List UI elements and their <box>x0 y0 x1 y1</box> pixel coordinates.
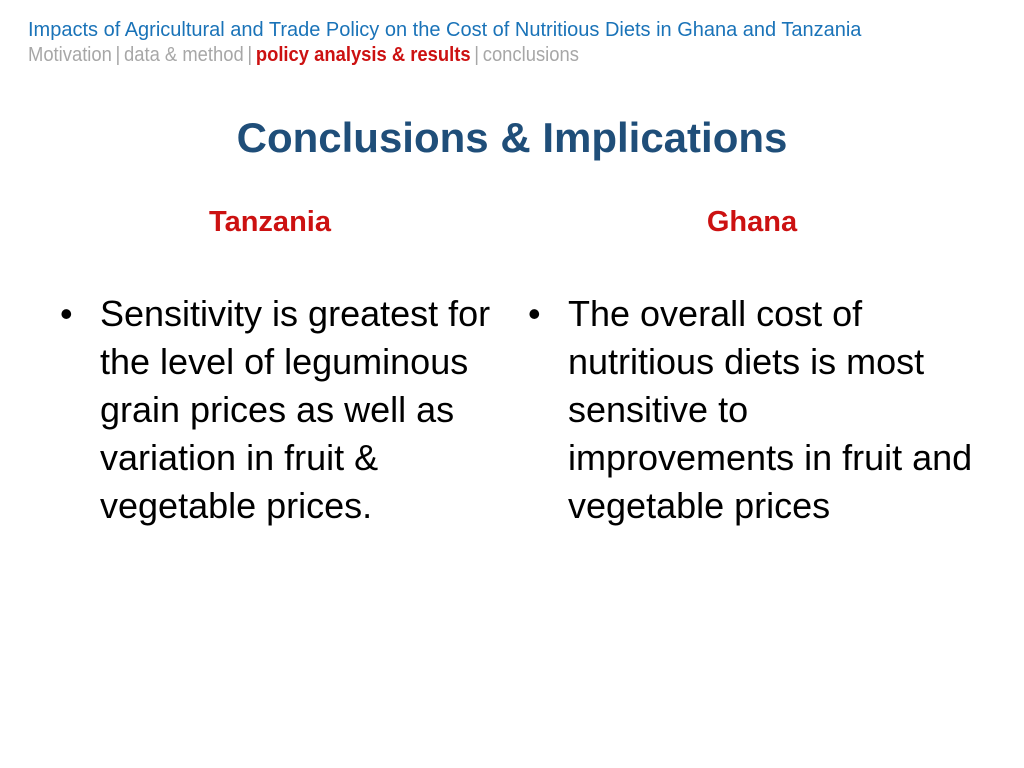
breadcrumb-separator: | <box>115 44 121 66</box>
bullet-text: The overall cost of nutritious diets is … <box>568 293 973 526</box>
breadcrumb: Motivation | data & method | policy analysis… <box>28 42 920 68</box>
bullet-icon: • <box>528 293 541 334</box>
bullet-icon: • <box>60 293 73 334</box>
bullet-text: Sensitivity is greatest for the level of… <box>100 293 491 526</box>
breadcrumb-motivation[interactable]: Motivation <box>28 44 112 66</box>
bullet-item: • Sensitivity is greatest for the level … <box>54 290 492 530</box>
ghana-bullet-list: • The overall cost of nutritious diets i… <box>522 290 982 530</box>
breadcrumb-conclusions[interactable]: conclusions <box>482 44 579 66</box>
tanzania-bullet-list: • Sensitivity is greatest for the level … <box>54 290 492 530</box>
slide-header: Impacts of Agricultural and Trade Policy… <box>28 18 998 68</box>
slide-title: Conclusions & Implications <box>236 114 788 161</box>
tanzania-heading: Tanzania <box>209 206 331 238</box>
ghana-column: Ghana • The overall cost of nutritious d… <box>522 200 982 530</box>
breadcrumb-policy-analysis-results[interactable]: policy analysis & results <box>255 44 471 66</box>
presentation-title: Impacts of Agricultural and Trade Policy… <box>28 19 862 41</box>
breadcrumb-separator: | <box>247 44 253 66</box>
ghana-heading: Ghana <box>706 206 798 238</box>
tanzania-column: Tanzania • Sensitivity is greatest for t… <box>54 200 492 530</box>
bullet-item: • The overall cost of nutritious diets i… <box>522 290 982 530</box>
breadcrumb-data-method[interactable]: data & method <box>124 44 244 66</box>
breadcrumb-separator: | <box>474 44 480 66</box>
